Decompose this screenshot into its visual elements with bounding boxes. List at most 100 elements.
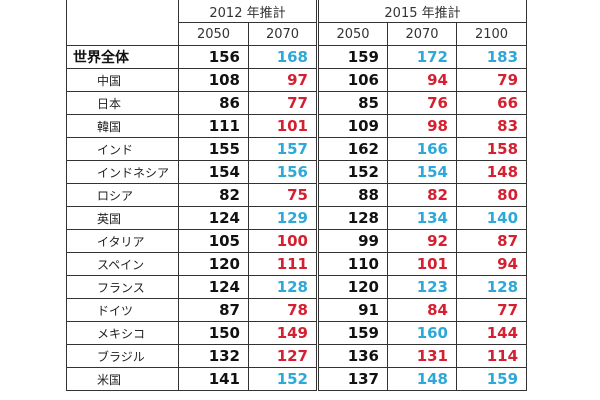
value-cell: 152	[316, 160, 388, 184]
corner-cell	[66, 0, 179, 46]
row-label: スペイン	[66, 252, 179, 276]
value-cell: 162	[316, 137, 388, 161]
value-cell: 92	[387, 229, 457, 253]
value-cell: 120	[178, 252, 249, 276]
value-cell: 140	[455, 206, 528, 230]
value-cell: 172	[387, 45, 457, 69]
value-cell: 132	[178, 344, 249, 368]
value-cell: 100	[248, 229, 318, 253]
value-cell: 183	[455, 45, 528, 69]
value-cell: 148	[387, 367, 457, 391]
row-label: 日本	[66, 91, 179, 115]
value-cell: 149	[248, 321, 318, 345]
col-header-2015-2100: 2100	[455, 22, 528, 46]
value-cell: 85	[316, 91, 388, 115]
row-label: 米国	[66, 367, 179, 391]
value-cell: 88	[316, 183, 388, 207]
group-header-2012: 2012 年推計	[178, 0, 318, 23]
value-cell: 76	[387, 91, 457, 115]
table-row: 英国 124 129 128 134 140	[66, 206, 528, 230]
row-label: 韓国	[66, 114, 179, 138]
table-row: 日本 86 77 85 76 66	[66, 91, 528, 115]
value-cell: 148	[455, 160, 528, 184]
value-cell: 137	[316, 367, 388, 391]
value-cell: 144	[455, 321, 528, 345]
table-row: 中国 108 97 106 94 79	[66, 68, 528, 92]
projection-table: 2012 年推計 2015 年推計 2050 2070 2050 2070 21…	[66, 0, 528, 391]
value-cell: 111	[178, 114, 249, 138]
value-cell: 134	[387, 206, 457, 230]
table-row: スペイン 120 111 110 101 94	[66, 252, 528, 276]
value-cell: 131	[387, 344, 457, 368]
table-row: インド 155 157 162 166 158	[66, 137, 528, 161]
table-row: 世界全体 156 168 159 172 183	[66, 45, 528, 69]
row-label: 英国	[66, 206, 179, 230]
row-label: 世界全体	[66, 45, 179, 69]
value-cell: 87	[178, 298, 249, 322]
value-cell: 97	[248, 68, 318, 92]
value-cell: 124	[178, 275, 249, 299]
table-row: フランス 124 128 120 123 128	[66, 275, 528, 299]
value-cell: 128	[316, 206, 388, 230]
value-cell: 114	[455, 344, 528, 368]
value-cell: 82	[387, 183, 457, 207]
row-label: 中国	[66, 68, 179, 92]
value-cell: 75	[248, 183, 318, 207]
table-row: ロシア 82 75 88 82 80	[66, 183, 528, 207]
row-label: ロシア	[66, 183, 179, 207]
table-row: インドネシア 154 156 152 154 148	[66, 160, 528, 184]
value-cell: 141	[178, 367, 249, 391]
value-cell: 154	[387, 160, 457, 184]
value-cell: 108	[178, 68, 249, 92]
value-cell: 99	[316, 229, 388, 253]
value-cell: 136	[316, 344, 388, 368]
value-cell: 156	[178, 45, 249, 69]
value-cell: 128	[455, 275, 528, 299]
value-cell: 152	[248, 367, 318, 391]
table-row: メキシコ 150 149 159 160 144	[66, 321, 528, 345]
row-label: インドネシア	[66, 160, 179, 184]
value-cell: 66	[455, 91, 528, 115]
value-cell: 77	[248, 91, 318, 115]
col-header-2015-2070: 2070	[387, 22, 457, 46]
value-cell: 127	[248, 344, 318, 368]
group-header-2015: 2015 年推計	[315, 0, 528, 23]
value-cell: 83	[455, 114, 528, 138]
value-cell: 111	[248, 252, 318, 276]
row-label: フランス	[66, 275, 179, 299]
value-cell: 98	[387, 114, 457, 138]
value-cell: 160	[387, 321, 457, 345]
row-label: メキシコ	[66, 321, 179, 345]
table-row: ブラジル 132 127 136 131 114	[66, 344, 528, 368]
value-cell: 157	[248, 137, 318, 161]
row-label: インド	[66, 137, 179, 161]
value-cell: 156	[248, 160, 318, 184]
value-cell: 94	[387, 68, 457, 92]
value-cell: 94	[455, 252, 528, 276]
value-cell: 110	[316, 252, 388, 276]
col-header-2012-2050: 2050	[178, 22, 249, 46]
value-cell: 77	[455, 298, 528, 322]
value-cell: 120	[316, 275, 388, 299]
value-cell: 80	[455, 183, 528, 207]
row-label: ドイツ	[66, 298, 179, 322]
value-cell: 123	[387, 275, 457, 299]
value-cell: 84	[387, 298, 457, 322]
value-cell: 87	[455, 229, 528, 253]
value-cell: 109	[316, 114, 388, 138]
value-cell: 82	[178, 183, 249, 207]
value-cell: 106	[316, 68, 388, 92]
value-cell: 166	[387, 137, 457, 161]
table-row: 韓国 111 101 109 98 83	[66, 114, 528, 138]
value-cell: 78	[248, 298, 318, 322]
value-cell: 105	[178, 229, 249, 253]
value-cell: 91	[316, 298, 388, 322]
table-row: イタリア 105 100 99 92 87	[66, 229, 528, 253]
col-header-2012-2070: 2070	[248, 22, 318, 46]
value-cell: 124	[178, 206, 249, 230]
value-cell: 158	[455, 137, 528, 161]
row-label: イタリア	[66, 229, 179, 253]
table-row: ドイツ 87 78 91 84 77	[66, 298, 528, 322]
value-cell: 159	[316, 45, 388, 69]
value-cell: 101	[248, 114, 318, 138]
